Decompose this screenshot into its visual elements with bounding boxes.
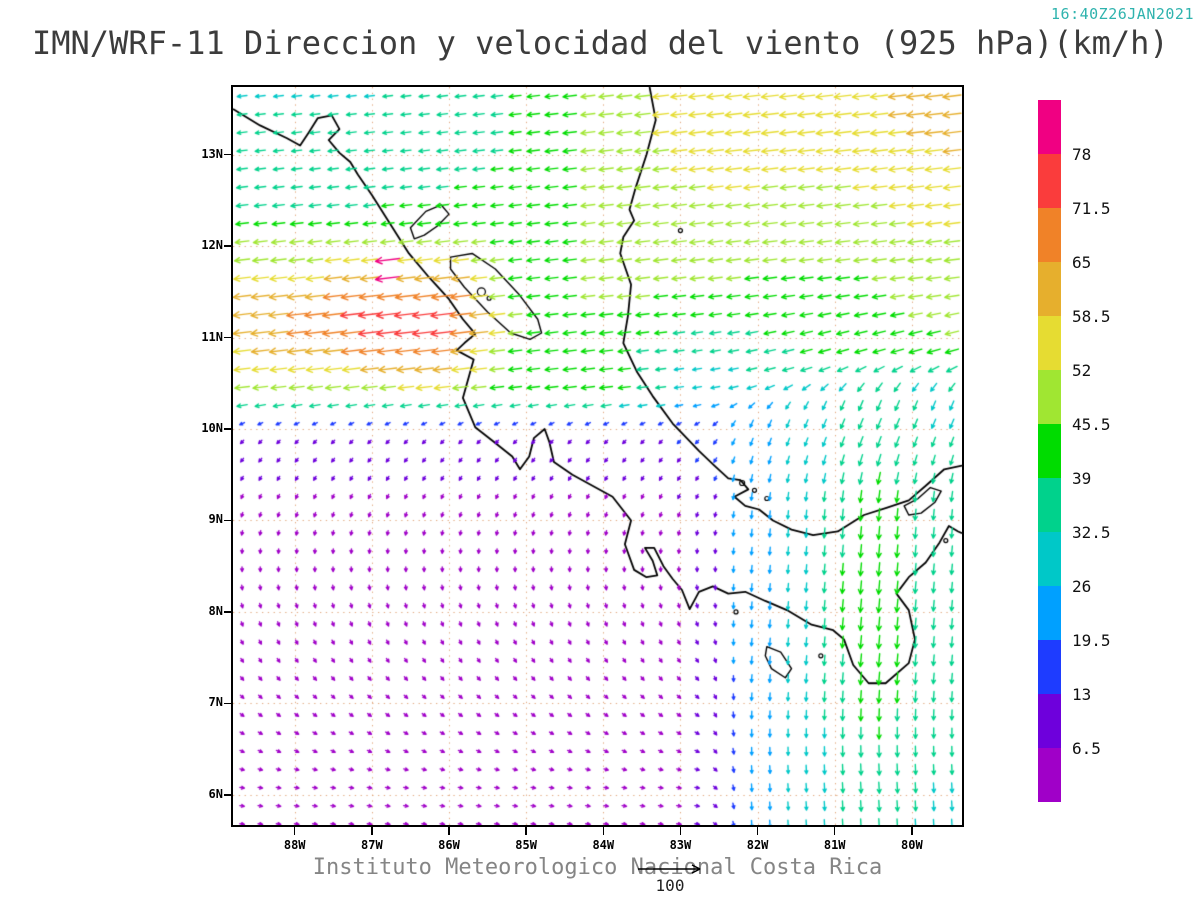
colorbar-segment (1038, 748, 1061, 802)
lat-tick-mark (224, 245, 232, 247)
colorbar-tick-label: 19.5 (1072, 631, 1111, 650)
colorbar-segment (1038, 640, 1061, 694)
wind-vector-map-canvas (233, 87, 962, 825)
page-title: IMN/WRF-11 Direccion y velocidad del vie… (32, 24, 1169, 62)
colorbar-segment (1038, 424, 1061, 478)
colorbar-tick-label: 52 (1072, 361, 1092, 380)
colorbar-tick-label: 58.5 (1072, 307, 1111, 326)
colorbar-segment (1038, 262, 1061, 316)
lat-tick-mark (224, 611, 232, 613)
lat-tick-label: 10N (201, 421, 223, 436)
lon-tick-mark (679, 827, 682, 835)
reference-vector-label: 100 (655, 876, 685, 895)
colorbar-segment (1038, 532, 1061, 586)
colorbar-segment (1038, 694, 1061, 748)
lat-tick-label: 6N (208, 786, 223, 801)
lat-tick-mark (224, 428, 232, 430)
lon-tick-mark (525, 827, 527, 835)
lat-tick-label: 8N (208, 603, 223, 618)
colorbar-tick-label: 32.5 (1072, 523, 1111, 542)
lon-tick-label: 81W (823, 838, 846, 852)
colorbar-segment (1038, 208, 1061, 262)
lat-tick-label: 11N (201, 329, 223, 344)
colorbar-tick-label: 6.5 (1072, 739, 1101, 758)
lat-tick-label: 13N (201, 146, 223, 161)
lon-tick-mark (756, 827, 759, 835)
lon-tick-mark (293, 827, 296, 835)
lon-tick-mark (448, 827, 450, 835)
lon-tick-label: 80W (901, 838, 923, 852)
colorbar-tick-label: 26 (1072, 577, 1092, 596)
lat-tick-label: 9N (208, 512, 223, 527)
lon-tick-label: 83W (669, 838, 692, 852)
lon-tick-mark (371, 827, 373, 835)
valid-time-label: 16:40Z26JAN2021 (1051, 5, 1194, 23)
colorbar-segment (1038, 316, 1061, 370)
colorbar-segment (1038, 586, 1061, 640)
colorbar-tick-label: 78 (1072, 145, 1092, 164)
colorbar-segment (1038, 478, 1061, 532)
lat-tick-mark (224, 519, 232, 522)
lat-tick-label: 12N (201, 238, 223, 253)
lat-tick-mark (224, 336, 232, 339)
lat-tick-mark (224, 794, 232, 796)
lon-tick-label: 86W (438, 838, 460, 852)
lon-tick-label: 87W (361, 838, 383, 852)
colorbar-segment (1038, 100, 1061, 154)
colorbar-tick-label: 45.5 (1072, 415, 1111, 434)
colorbar-segment (1038, 154, 1061, 208)
lon-tick-mark (833, 827, 836, 835)
colorbar-tick-label: 71.5 (1072, 199, 1111, 218)
colorbar-tick-label: 39 (1072, 469, 1092, 488)
speed-colorbar (1038, 100, 1061, 802)
lon-tick-label: 82W (746, 838, 769, 852)
credit-text: Instituto Meteorologico Nacional Costa R… (312, 855, 883, 880)
colorbar-segment (1038, 370, 1061, 424)
colorbar-tick-label: 65 (1072, 253, 1092, 272)
reference-vector-arrow (638, 864, 701, 874)
lat-tick-label: 7N (208, 695, 223, 710)
lon-tick-mark (911, 827, 913, 835)
lat-tick-mark (224, 702, 232, 705)
lon-tick-label: 85W (515, 838, 537, 852)
colorbar-tick-label: 13 (1072, 685, 1092, 704)
lat-tick-mark (224, 153, 232, 156)
lon-tick-label: 88W (283, 838, 306, 852)
lon-tick-mark (602, 827, 605, 835)
lon-tick-label: 84W (592, 838, 615, 852)
